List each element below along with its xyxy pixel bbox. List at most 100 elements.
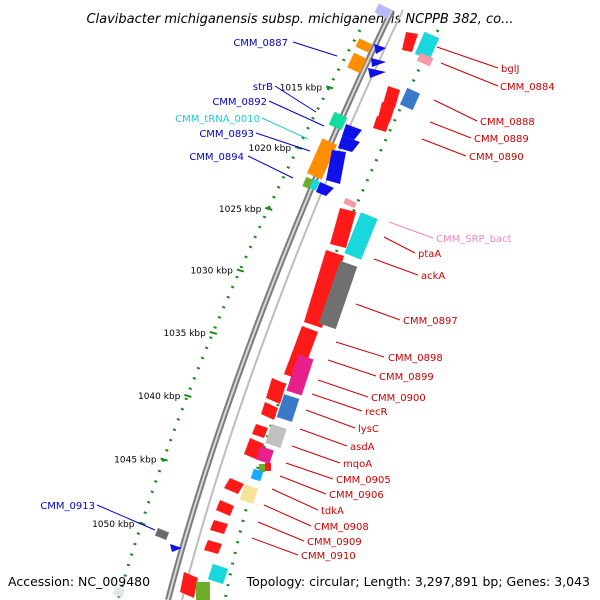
- leader-line: [251, 537, 299, 556]
- gene-feature: [347, 52, 367, 74]
- leader-line: [268, 100, 325, 127]
- leader-line: [305, 409, 356, 429]
- leader-line: [421, 138, 467, 157]
- gene-feature: [318, 260, 358, 330]
- gene-feature: [252, 424, 268, 438]
- gene-feature: [265, 424, 287, 448]
- topology-text: Topology: circular; Length: 3,297,891 bp…: [246, 574, 590, 589]
- kbp-scale: 1015 kbp 1020 kbp 1025 kbp 1030 kbp 1035 kbp…: [92, 83, 334, 530]
- gene-label[interactable]: CMM_0899: [379, 372, 434, 383]
- gene-feature: [342, 124, 362, 140]
- gene-label[interactable]: strB: [253, 82, 273, 93]
- gene-feature: [402, 32, 418, 52]
- gene-label[interactable]: CMM_0900: [371, 393, 426, 404]
- gene-feature: [210, 520, 228, 534]
- leader-line: [327, 359, 377, 377]
- leader-line: [271, 488, 319, 511]
- leader-line: [299, 428, 348, 447]
- leader-line: [440, 62, 499, 87]
- gene-feature: [344, 212, 378, 260]
- leader-line: [429, 121, 472, 139]
- gene-feature: [306, 138, 338, 180]
- gene-feature: [373, 116, 390, 132]
- leader-line: [291, 445, 341, 464]
- leader-line: [335, 341, 385, 358]
- gene-label[interactable]: CMM_0892: [212, 97, 267, 108]
- gene-feature: [216, 500, 234, 516]
- map-title: Clavibacter michiganensis subsp. michiga…: [86, 12, 513, 27]
- gene-feature: [170, 544, 182, 552]
- gene-label[interactable]: tdkA: [321, 506, 344, 517]
- leader-line: [373, 258, 419, 276]
- gene-feature: [284, 326, 318, 380]
- kbp-tick: [160, 457, 168, 462]
- kbp-label: 1050 kbp: [92, 520, 135, 530]
- gene-feature: [374, 3, 392, 19]
- gene-label[interactable]: CMM_SRP_bact: [436, 234, 512, 245]
- leader-line: [263, 504, 312, 527]
- gene-label[interactable]: CMM_0888: [480, 117, 535, 128]
- gene-feature: [383, 86, 400, 108]
- gene-label[interactable]: bglJ: [501, 64, 519, 75]
- kbp-tick: [325, 85, 334, 90]
- gene-label[interactable]: CMM_0905: [336, 475, 391, 486]
- gene-label[interactable]: CMM_0884: [500, 82, 555, 93]
- gene-label[interactable]: CMM_0913: [40, 501, 95, 512]
- accession-text: Accession: NC_009480: [8, 574, 150, 589]
- gene-feature: [256, 446, 274, 464]
- gene-label[interactable]: CMM_0894: [189, 152, 244, 163]
- gene-label[interactable]: CMM_0897: [403, 316, 458, 327]
- gene-features: [112, 3, 440, 600]
- gene-feature: [328, 111, 348, 131]
- gene-label[interactable]: CMM_0898: [388, 353, 443, 364]
- leader-line: [436, 46, 499, 69]
- gene-feature: [378, 102, 395, 122]
- gene-label[interactable]: recR: [365, 407, 388, 418]
- gene-feature: [399, 87, 421, 111]
- gene-label[interactable]: CMM_0887: [233, 38, 288, 49]
- gene-feature: [368, 68, 386, 78]
- leader-line: [255, 132, 311, 152]
- gene-label[interactable]: ptaA: [418, 249, 441, 260]
- gene-label[interactable]: CMM_tRNA_0010: [175, 114, 260, 125]
- kbp-tick: [184, 393, 192, 398]
- gene-label[interactable]: CMM_0893: [199, 129, 254, 140]
- gene-label[interactable]: ackA: [421, 271, 445, 282]
- gene-feature: [265, 463, 271, 471]
- leader-line: [96, 504, 156, 531]
- kbp-label: 1040 kbp: [138, 392, 181, 402]
- gene-label[interactable]: CMM_0909: [307, 537, 362, 548]
- leader-line: [274, 85, 317, 113]
- gene-label[interactable]: CMM_0906: [329, 490, 384, 501]
- gene-label[interactable]: asdA: [350, 442, 375, 453]
- kbp-tick: [265, 206, 273, 211]
- gene-feature: [154, 528, 170, 540]
- kbp-label: 1030 kbp: [190, 267, 233, 277]
- gene-label[interactable]: lysC: [358, 424, 379, 435]
- gene-feature: [259, 464, 265, 472]
- gene-feature: [112, 586, 126, 598]
- gene-feature: [302, 176, 313, 189]
- kbp-label: 1025 kbp: [219, 205, 262, 215]
- leader-line: [261, 117, 309, 140]
- gene-label[interactable]: mqoA: [343, 459, 372, 470]
- gene-label[interactable]: CMM_0890: [469, 152, 524, 163]
- gene-feature: [343, 197, 357, 209]
- kbp-label: 1035 kbp: [163, 329, 206, 339]
- gene-feature: [286, 354, 314, 396]
- gene-label[interactable]: CMM_0889: [474, 134, 529, 145]
- gene-label[interactable]: CMM_0908: [314, 522, 369, 533]
- gene-feature: [316, 182, 334, 196]
- gene-feature: [416, 52, 434, 67]
- gene-feature: [355, 38, 373, 53]
- gene-feature: [250, 468, 264, 482]
- gene-feature: [224, 478, 244, 494]
- leader-line: [317, 379, 369, 398]
- kbp-tick: [236, 268, 245, 273]
- leader-line: [247, 155, 294, 179]
- leader-line: [433, 99, 478, 122]
- gene-feature: [330, 208, 356, 248]
- gene-label[interactable]: CMM_0910: [301, 551, 356, 562]
- leader-line: [292, 41, 338, 57]
- gene-feature: [207, 563, 229, 585]
